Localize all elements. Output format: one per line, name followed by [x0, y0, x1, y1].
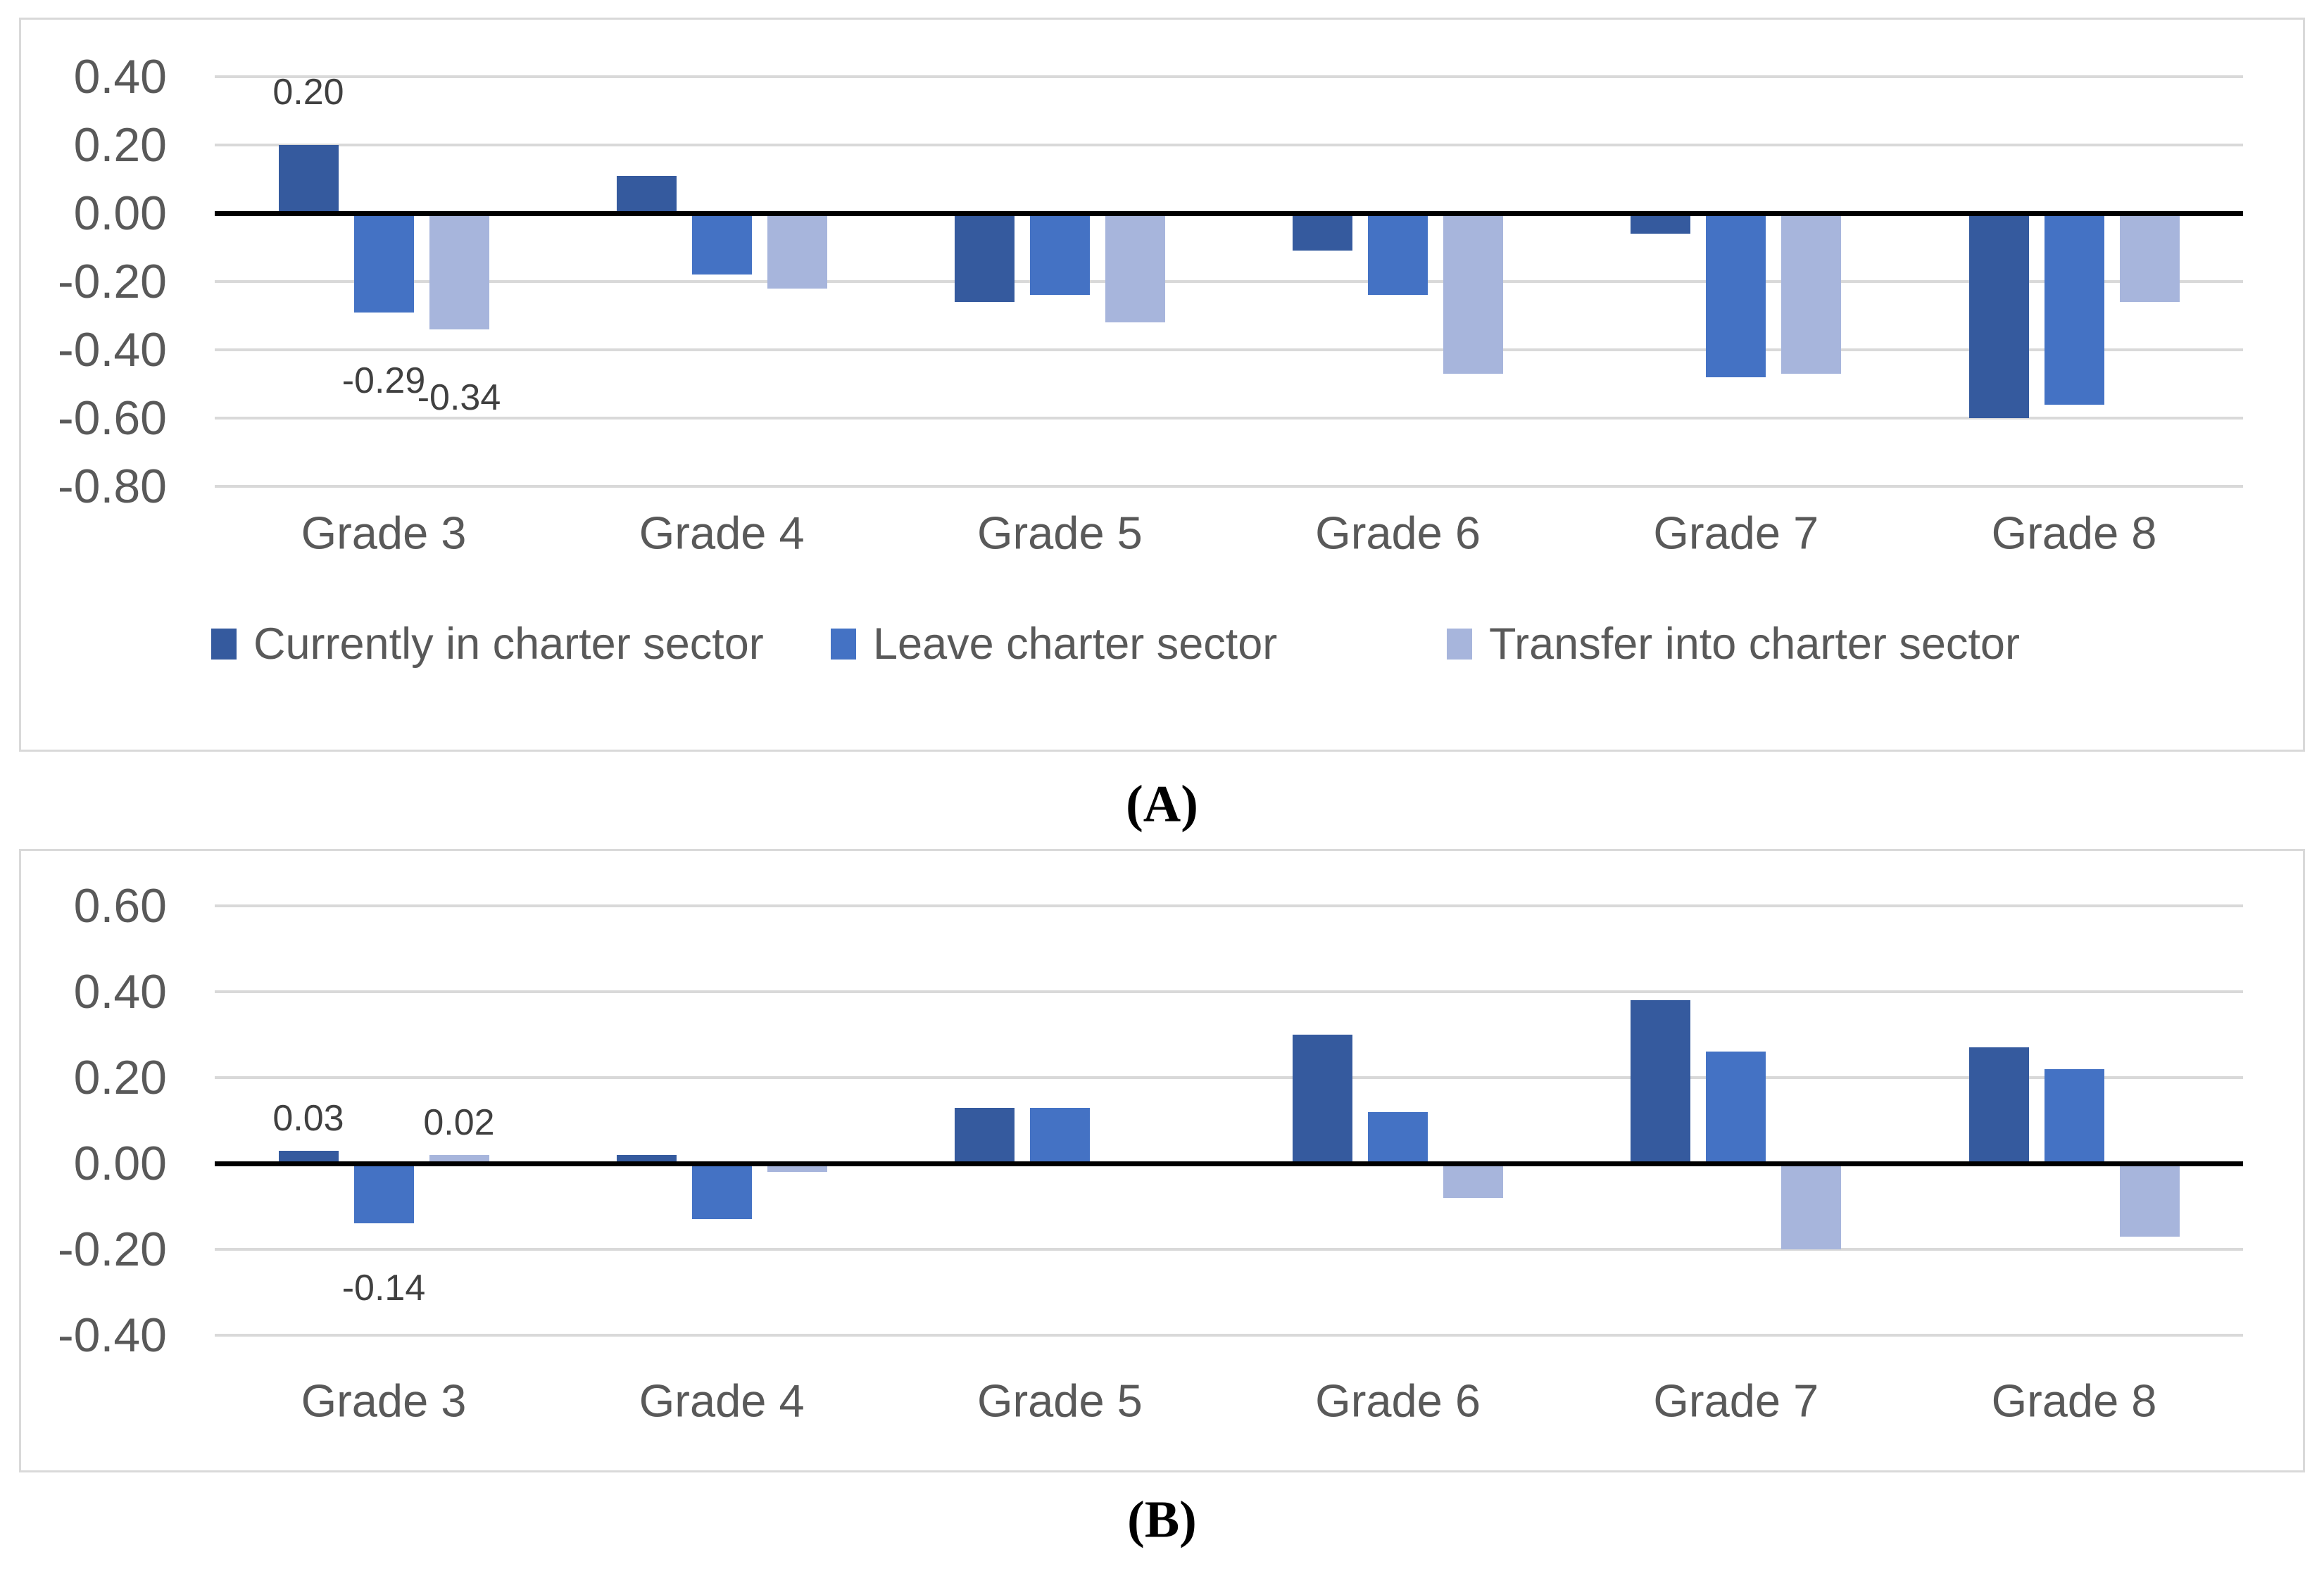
bar-transfer-into-charter-grade-5 — [1105, 213, 1165, 323]
legend-label: Leave charter sector — [873, 619, 1278, 669]
bar-currently-in-charter-grade-7 — [1631, 1000, 1691, 1163]
bar-currently-in-charter-grade-6 — [1293, 213, 1353, 251]
gridline — [215, 348, 2243, 351]
x-axis-category-label: Grade 7 — [1653, 1375, 1819, 1427]
bar-leave-charter-grade-8 — [2044, 1068, 2104, 1163]
bar-currently-in-charter-grade-5 — [954, 213, 1015, 303]
y-axis-tick-label: -0.40 — [58, 323, 167, 377]
bar-value-label: 0.02 — [423, 1102, 495, 1143]
legend-swatch-icon — [1447, 629, 1472, 660]
bar-transfer-into-charter-grade-6 — [1443, 213, 1504, 374]
bar-transfer-into-charter-grade-3 — [429, 213, 489, 329]
x-axis-category-label: Grade 3 — [301, 1375, 467, 1427]
y-axis-tick-label: -0.80 — [58, 460, 167, 513]
bar-transfer-into-charter-grade-7 — [1781, 1163, 1842, 1249]
x-axis-category-label: Grade 6 — [1315, 1375, 1481, 1427]
bar-leave-charter-grade-4 — [691, 1163, 752, 1220]
bar-currently-in-charter-grade-4 — [616, 175, 677, 213]
bar-leave-charter-grade-6 — [1368, 213, 1428, 296]
y-axis-tick-label: 0.40 — [73, 50, 167, 103]
bar-currently-in-charter-grade-6 — [1293, 1035, 1353, 1163]
y-axis-tick-label: 0.20 — [73, 118, 167, 172]
bar-leave-charter-grade-4 — [691, 213, 752, 275]
panel-a-caption: (A) — [1126, 775, 1198, 833]
bar-transfer-into-charter-grade-8 — [2119, 213, 2180, 303]
y-axis-tick-label: -0.20 — [58, 1223, 167, 1276]
bar-currently-in-charter-grade-5 — [954, 1107, 1015, 1163]
x-axis-category-label: Grade 4 — [639, 1375, 805, 1427]
x-axis-category-label: Grade 8 — [1991, 1375, 2157, 1427]
legend-label: Currently in charter sector — [253, 619, 764, 669]
bar-transfer-into-charter-grade-6 — [1443, 1163, 1504, 1198]
bar-leave-charter-grade-3 — [353, 1163, 414, 1224]
bar-leave-charter-grade-3 — [353, 213, 414, 313]
bar-leave-charter-grade-5 — [1029, 1107, 1090, 1163]
y-axis-tick-label: -0.20 — [58, 255, 167, 308]
legend-swatch-icon — [211, 629, 237, 660]
bar-currently-in-charter-grade-3 — [278, 145, 339, 213]
legend-label: Transfer into charter sector — [1489, 619, 2020, 669]
panel-b-caption: (B) — [1127, 1491, 1197, 1549]
x-axis-category-label: Grade 8 — [1991, 507, 2157, 559]
bar-transfer-into-charter-grade-3 — [429, 1154, 489, 1163]
y-axis-tick-label: -0.60 — [58, 391, 167, 445]
bar-value-label: 0.03 — [272, 1097, 344, 1139]
chart-panel-b — [19, 849, 2305, 1472]
legend-swatch-icon — [831, 629, 856, 660]
bar-currently-in-charter-grade-4 — [616, 1154, 677, 1163]
gridline — [215, 417, 2243, 419]
x-axis-category-label: Grade 3 — [301, 507, 467, 559]
gridline — [215, 904, 2243, 907]
bar-transfer-into-charter-grade-8 — [2119, 1163, 2180, 1237]
bar-transfer-into-charter-grade-4 — [767, 213, 827, 289]
legend-item: Currently in charter sector — [211, 619, 764, 669]
bar-value-label: -0.14 — [341, 1268, 426, 1309]
gridline — [215, 1248, 2243, 1251]
y-axis-tick-label: -0.40 — [58, 1308, 167, 1362]
x-axis-category-label: Grade 5 — [976, 507, 1143, 559]
gridline — [215, 280, 2243, 283]
bar-currently-in-charter-grade-8 — [1968, 213, 2029, 418]
bar-leave-charter-grade-5 — [1029, 213, 1090, 296]
gridline — [215, 485, 2243, 488]
bar-leave-charter-grade-6 — [1368, 1111, 1428, 1163]
gridline — [215, 1076, 2243, 1079]
y-axis-tick-label: 0.40 — [73, 965, 167, 1018]
x-axis-category-label: Grade 7 — [1653, 507, 1819, 559]
bar-value-label: -0.34 — [417, 377, 501, 418]
bar-currently-in-charter-grade-3 — [278, 1150, 339, 1163]
gridline — [215, 1334, 2243, 1337]
y-axis-tick-label: 0.00 — [73, 1137, 167, 1190]
gridline — [215, 144, 2243, 146]
y-axis-tick-label: 0.60 — [73, 879, 167, 933]
x-axis-category-label: Grade 5 — [976, 1375, 1143, 1427]
bar-currently-in-charter-grade-8 — [1968, 1047, 2029, 1163]
legend-item: Transfer into charter sector — [1447, 619, 2020, 669]
legend-item: Leave charter sector — [831, 619, 1277, 669]
chart-panel-a — [19, 18, 2305, 752]
bar-value-label: 0.20 — [272, 72, 344, 113]
zero-axis-line — [215, 211, 2243, 216]
y-axis-tick-label: 0.00 — [73, 187, 167, 240]
y-axis-tick-label: 0.20 — [73, 1051, 167, 1104]
bar-leave-charter-grade-7 — [1706, 1052, 1766, 1163]
bar-leave-charter-grade-7 — [1706, 213, 1766, 377]
x-axis-category-label: Grade 6 — [1315, 507, 1481, 559]
bar-currently-in-charter-grade-7 — [1631, 213, 1691, 234]
x-axis-category-label: Grade 4 — [639, 507, 805, 559]
gridline — [215, 990, 2243, 993]
bar-leave-charter-grade-8 — [2044, 213, 2104, 405]
bar-value-label: -0.29 — [341, 360, 426, 401]
bar-transfer-into-charter-grade-7 — [1781, 213, 1842, 374]
gridline — [215, 75, 2243, 78]
zero-axis-line — [215, 1161, 2243, 1166]
